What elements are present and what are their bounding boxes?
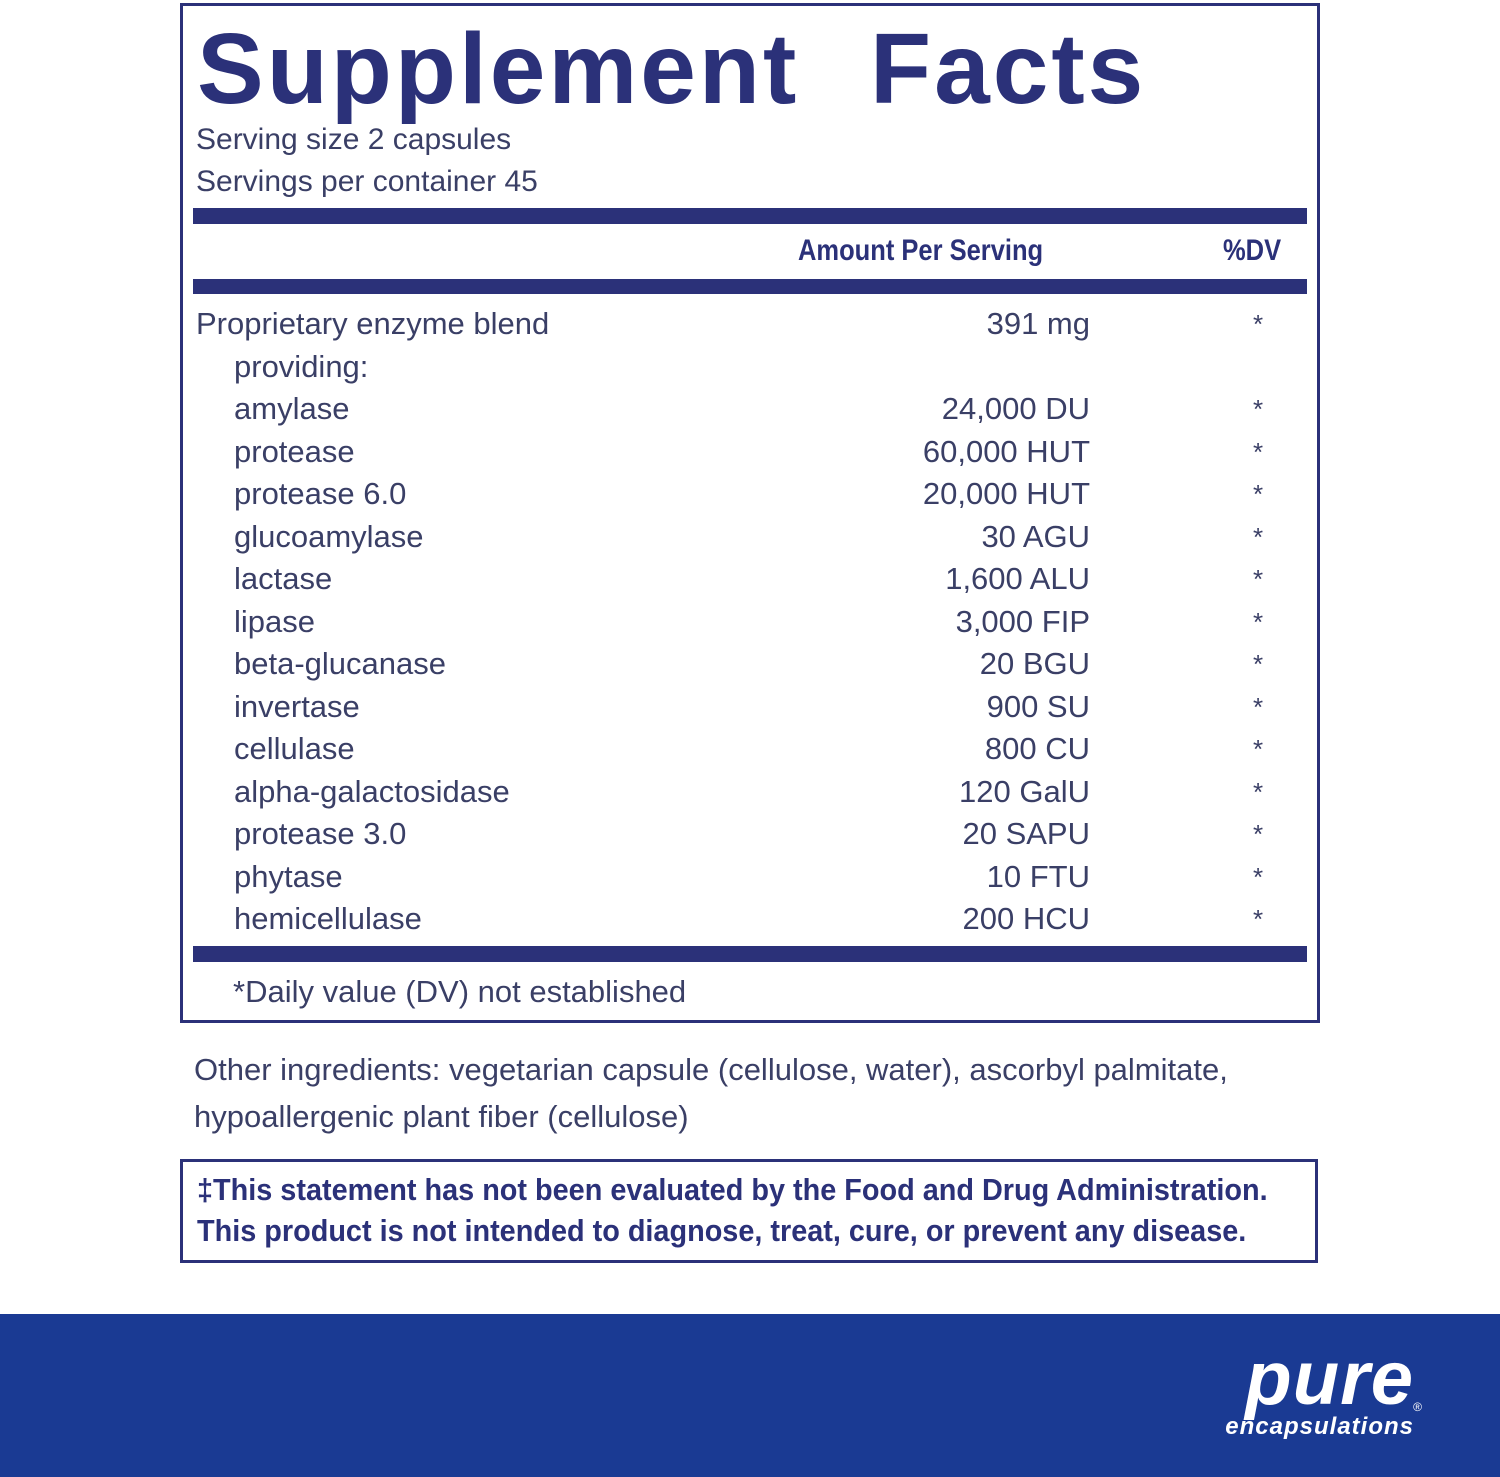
table-row: Proprietary enzyme blend 391 mg *	[193, 303, 1307, 346]
nutrient-name: lactase	[234, 561, 333, 596]
nutrient-amount: 800 CU	[984, 731, 1090, 766]
nutrient-amount: 1,600 ALU	[945, 561, 1090, 596]
nutrient-table: Proprietary enzyme blend 391 mg * providing…	[193, 303, 1307, 941]
footnote: *Daily value (DV) not established	[233, 974, 687, 1009]
table-row: protease 3.0 20 SAPU *	[193, 813, 1307, 856]
fda-disclaimer: ‡This statement has not been evaluated b…	[180, 1159, 1318, 1263]
nutrient-amount: 391 mg	[986, 306, 1090, 341]
nutrient-name: cellulase	[234, 731, 355, 766]
nutrient-dv: *	[1253, 606, 1264, 637]
table-row: hemicellulase 200 HCU *	[193, 898, 1307, 941]
nutrient-amount: 3,000 FIP	[955, 603, 1090, 639]
nutrient-amount: 200 HCU	[962, 901, 1091, 936]
amount-header: Amount Per Serving	[798, 234, 1044, 267]
divider-thick	[193, 279, 1307, 294]
table-row: alpha-galactosidase 120 GalU *	[193, 771, 1307, 814]
nutrient-amount: 20,000 HUT	[922, 476, 1090, 511]
disclaimer-line: This product is not intended to diagnose…	[197, 1213, 1247, 1248]
other-ingredients: Other ingredients: vegetarian capsule (c…	[194, 1052, 1228, 1134]
table-row: lipase 3,000 FIP *	[193, 601, 1307, 644]
table-row: phytase 10 FTU *	[193, 856, 1307, 899]
table-row: providing:	[193, 346, 1307, 389]
nutrient-dv: *	[1253, 819, 1264, 849]
supplement-facts-panel: Supplement Facts Serving size 2 capsules…	[180, 3, 1320, 1023]
nutrient-name: invertase	[234, 688, 360, 724]
nutrient-name: hemicellulase	[234, 901, 422, 936]
nutrient-dv: *	[1253, 436, 1264, 467]
table-row: invertase 900 SU *	[193, 686, 1307, 729]
nutrient-name: phytase	[234, 858, 343, 894]
nutrient-name: beta-glucanase	[234, 646, 446, 681]
nutrient-dv: *	[1253, 564, 1264, 594]
table-row: glucoamylase 30 AGU *	[193, 516, 1307, 559]
brand-footer: pure encapsulations ®	[0, 1314, 1500, 1477]
logo-word: pure	[1245, 1336, 1414, 1421]
table-row: beta-glucanase 20 BGU *	[193, 643, 1307, 686]
disclaimer-line: ‡This statement has not been evaluated b…	[197, 1172, 1268, 1207]
logo-sub: encapsulations	[1225, 1413, 1414, 1440]
table-row: protease 60,000 HUT *	[193, 431, 1307, 474]
nutrient-name: providing:	[234, 348, 369, 384]
nutrient-dv: *	[1253, 309, 1264, 339]
servings-per-container: Servings per container 45	[196, 165, 538, 198]
nutrient-name: protease	[234, 433, 355, 469]
nutrient-name: glucoamylase	[234, 518, 424, 554]
nutrient-dv: *	[1253, 776, 1264, 807]
divider-thick	[193, 946, 1307, 962]
nutrient-name: Proprietary enzyme blend	[196, 306, 550, 341]
table-row: protease 6.0 20,000 HUT *	[193, 473, 1307, 516]
brand-logo: pure encapsulations ®	[1225, 1336, 1422, 1440]
nutrient-name: alpha-galactosidase	[234, 773, 510, 809]
nutrient-dv: *	[1253, 734, 1264, 764]
nutrient-name: lipase	[234, 603, 315, 639]
table-row: cellulase 800 CU *	[193, 728, 1307, 771]
table-row: lactase 1,600 ALU *	[193, 558, 1307, 601]
nutrient-amount: 10 FTU	[986, 858, 1090, 894]
dv-header: %DV	[1223, 234, 1282, 267]
nutrient-name: protease 6.0	[234, 476, 407, 511]
nutrient-dv: *	[1253, 521, 1264, 552]
table-row: amylase 24,000 DU *	[193, 388, 1307, 431]
nutrient-name: protease 3.0	[234, 816, 407, 851]
nutrient-amount: 30 AGU	[981, 518, 1090, 554]
panel-title: Supplement Facts	[197, 13, 1147, 125]
nutrient-amount: 60,000 HUT	[922, 433, 1090, 469]
nutrient-dv: *	[1253, 479, 1264, 509]
serving-size: Serving size 2 capsules	[196, 123, 512, 156]
nutrient-dv: *	[1253, 691, 1264, 722]
divider-thick	[193, 208, 1307, 224]
nutrient-amount: 900 SU	[986, 688, 1090, 724]
nutrient-dv: *	[1253, 649, 1264, 679]
nutrient-amount: 24,000 DU	[941, 391, 1090, 426]
nutrient-name: amylase	[234, 391, 350, 426]
nutrient-amount: 120 GalU	[959, 773, 1090, 809]
nutrient-dv: *	[1253, 904, 1264, 934]
nutrient-amount: 20 BGU	[979, 646, 1090, 681]
nutrient-dv: *	[1253, 861, 1264, 892]
nutrient-dv: *	[1253, 394, 1264, 424]
registered-mark: ®	[1413, 1400, 1422, 1414]
nutrient-amount: 20 SAPU	[962, 816, 1090, 851]
